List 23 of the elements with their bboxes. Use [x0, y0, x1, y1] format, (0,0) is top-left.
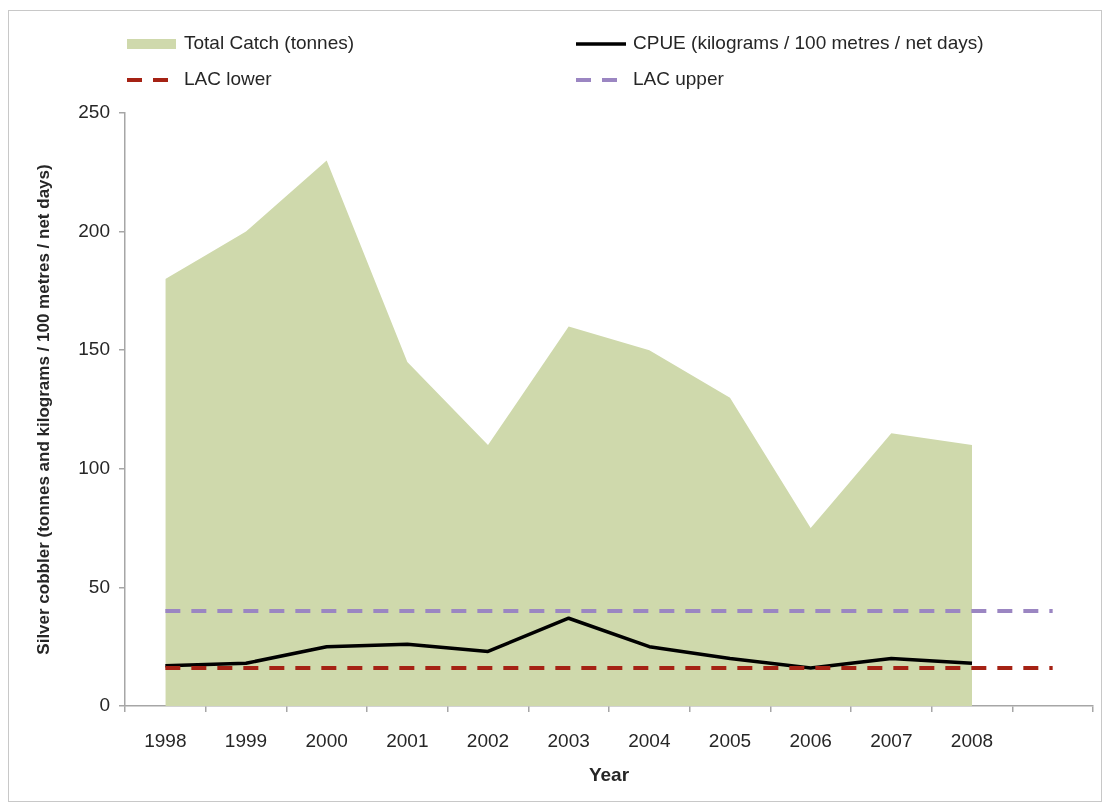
y-tick-label: 100 — [78, 457, 110, 479]
y-axis-title: Silver cobbler (tonnes and kilograms / 100 metres / net days) — [33, 164, 53, 655]
x-tick-label: 2005 — [708, 729, 752, 751]
legend-label: LAC lower — [184, 68, 273, 90]
y-tick-label: 150 — [78, 338, 110, 360]
x-tick-label: 2008 — [950, 729, 994, 751]
x-tick-label: 2006 — [789, 729, 832, 751]
x-axis-title: Year — [588, 763, 630, 785]
y-tick-label: 0 — [99, 694, 110, 716]
x-tick-label: 2003 — [547, 729, 590, 751]
x-tick-label: 2007 — [870, 729, 913, 751]
x-tick-label: 2000 — [305, 729, 348, 751]
x-tick-label: 2002 — [466, 729, 510, 751]
x-tick-label: 1999 — [224, 729, 268, 751]
legend-label: CPUE (kilograms / 100 metres / net days) — [633, 32, 984, 54]
x-tick-label: 2001 — [386, 729, 429, 751]
y-tick-label: 250 — [78, 101, 110, 123]
y-tick-label: 50 — [88, 575, 110, 597]
y-tick-label: 200 — [78, 219, 110, 241]
legend-label: LAC upper — [633, 68, 725, 90]
legend-label: Total Catch (tonnes) — [184, 32, 355, 54]
x-tick-label: 1998 — [144, 729, 187, 751]
x-tick-label: 2004 — [628, 729, 671, 751]
